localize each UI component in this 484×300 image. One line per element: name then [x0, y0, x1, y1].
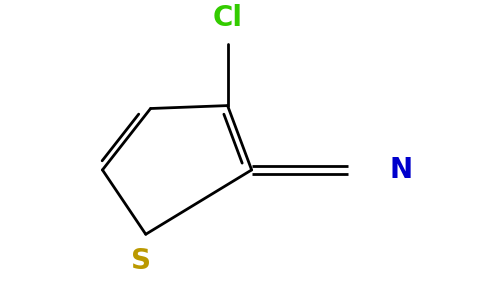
Text: S: S	[131, 247, 151, 274]
Text: Cl: Cl	[212, 4, 242, 32]
Text: N: N	[389, 156, 412, 184]
